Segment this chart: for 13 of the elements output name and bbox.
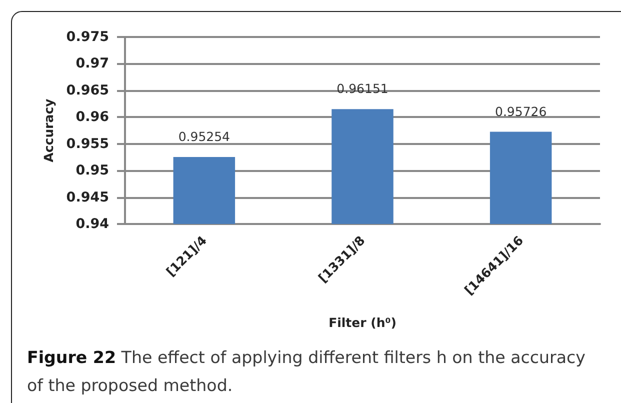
data-label: 0.95726 — [494, 104, 547, 119]
y-tick-label: 0.975 — [66, 29, 109, 45]
y-tick-label: 0.945 — [66, 189, 109, 206]
y-tick-label: 0.97 — [76, 56, 109, 72]
data-label: 0.95254 — [178, 129, 230, 144]
caption: Figure 22 The effect of applying different filters h on the accuracy of the proposed method. — [27, 347, 586, 397]
y-tick-label: 0.94 — [76, 216, 109, 232]
x-axis-title: Filter (h⁰) — [328, 315, 396, 330]
y-tick-label: 0.965 — [66, 82, 109, 98]
y-axis-title: Accuracy — [41, 98, 56, 162]
y-tick-label: 0.955 — [66, 136, 109, 152]
y-tick-label: 0.96 — [76, 109, 109, 126]
y-tick-label: 0.95 — [76, 162, 109, 179]
